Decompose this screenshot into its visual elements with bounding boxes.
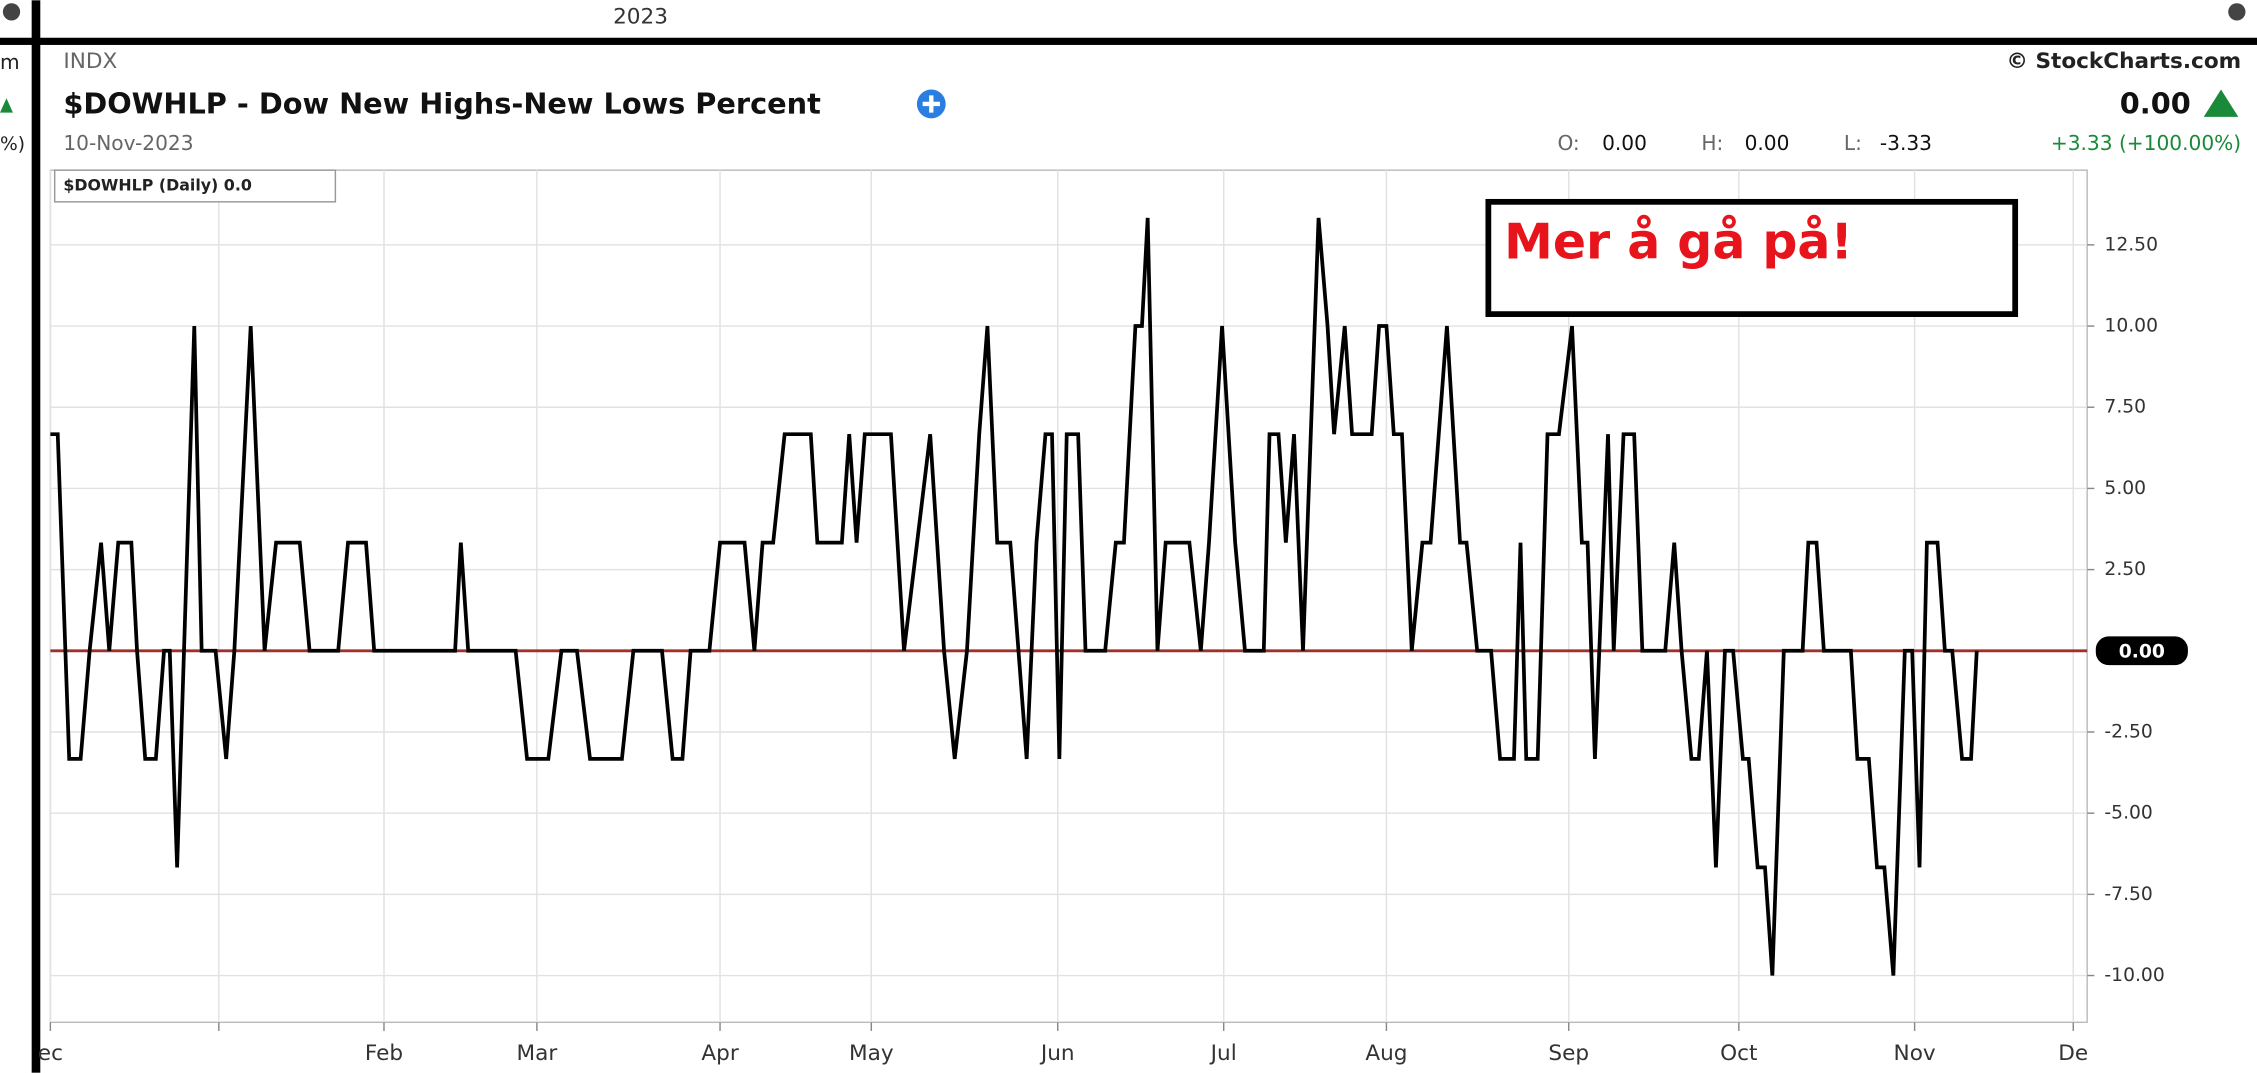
x-tick-label: ec — [38, 1041, 63, 1066]
up-triangle — [2203, 89, 2239, 117]
settings-icon[interactable] — [2228, 3, 2246, 21]
last-value-label: 0.00 — [2119, 642, 2165, 663]
source: © StockCharts.com — [2006, 49, 2241, 74]
x-tick-label: Apr — [701, 1041, 738, 1066]
add-icon-plus — [922, 95, 940, 113]
y-tick-label: -5.00 — [2104, 803, 2152, 824]
high-value: 0.00 — [1745, 131, 1790, 155]
y-tick-label: 10.00 — [2104, 316, 2158, 337]
side-fragment: m — [0, 50, 20, 74]
open-value: 0.00 — [1602, 131, 1647, 155]
side-triangle — [0, 98, 13, 113]
data-line — [50, 217, 1979, 976]
date: 10-Nov-2023 — [63, 131, 193, 155]
x-tick-label: Jul — [1209, 1041, 1237, 1066]
x-tick-label: Feb — [365, 1041, 403, 1066]
y-tick-label: 2.50 — [2104, 559, 2146, 580]
x-tick-label: May — [849, 1041, 894, 1066]
change: +3.33 (+100.00%) — [2051, 131, 2241, 155]
chart-title: $DOWHLP - Dow New Highs-New Lows Percent — [63, 86, 821, 120]
y-tick-label: 5.00 — [2104, 478, 2146, 499]
settings-icon[interactable] — [2, 3, 21, 21]
x-tick-label: De — [2058, 1041, 2088, 1066]
y-tick-label: -2.50 — [2104, 721, 2152, 742]
x-tick-label: Nov — [1894, 1041, 1936, 1066]
x-tick-label: Jun — [1039, 1041, 1075, 1066]
top-frame — [0, 37, 2257, 45]
annotation-box — [1485, 198, 2019, 317]
x-tick-label: Mar — [517, 1041, 558, 1066]
x-tick-label: Sep — [1548, 1041, 1589, 1066]
y-tick-label: 7.50 — [2104, 397, 2146, 418]
side-fragment: %) — [0, 134, 25, 155]
low-label: L: — [1844, 131, 1862, 155]
year-label: 2023 — [613, 5, 668, 30]
last-price: 0.00 — [2120, 86, 2191, 120]
x-tick-label: Aug — [1365, 1041, 1407, 1066]
last-value-pill — [2092, 633, 2191, 669]
legend-entry: $DOWHLP (Daily) 0.0 — [63, 176, 252, 195]
plot-area: 12.50 10.00 7.50 5.00 2.50 -2.50 -5.00 -7.50 -10… — [38, 169, 2191, 1066]
low-value: -3.33 — [1880, 131, 1932, 155]
y-tick-label: -10.00 — [2104, 965, 2164, 986]
annotation: Mer å gå på! — [1504, 214, 1853, 271]
exchange: INDX — [63, 49, 117, 74]
y-tick-label: 12.50 — [2104, 234, 2158, 255]
high-label: H: — [1701, 131, 1723, 155]
open-label: O: — [1557, 131, 1579, 155]
legend-box — [53, 169, 337, 203]
y-tick-label: -7.50 — [2104, 884, 2152, 905]
left-frame — [31, 0, 41, 1073]
x-tick-label: Oct — [1720, 1041, 1757, 1066]
